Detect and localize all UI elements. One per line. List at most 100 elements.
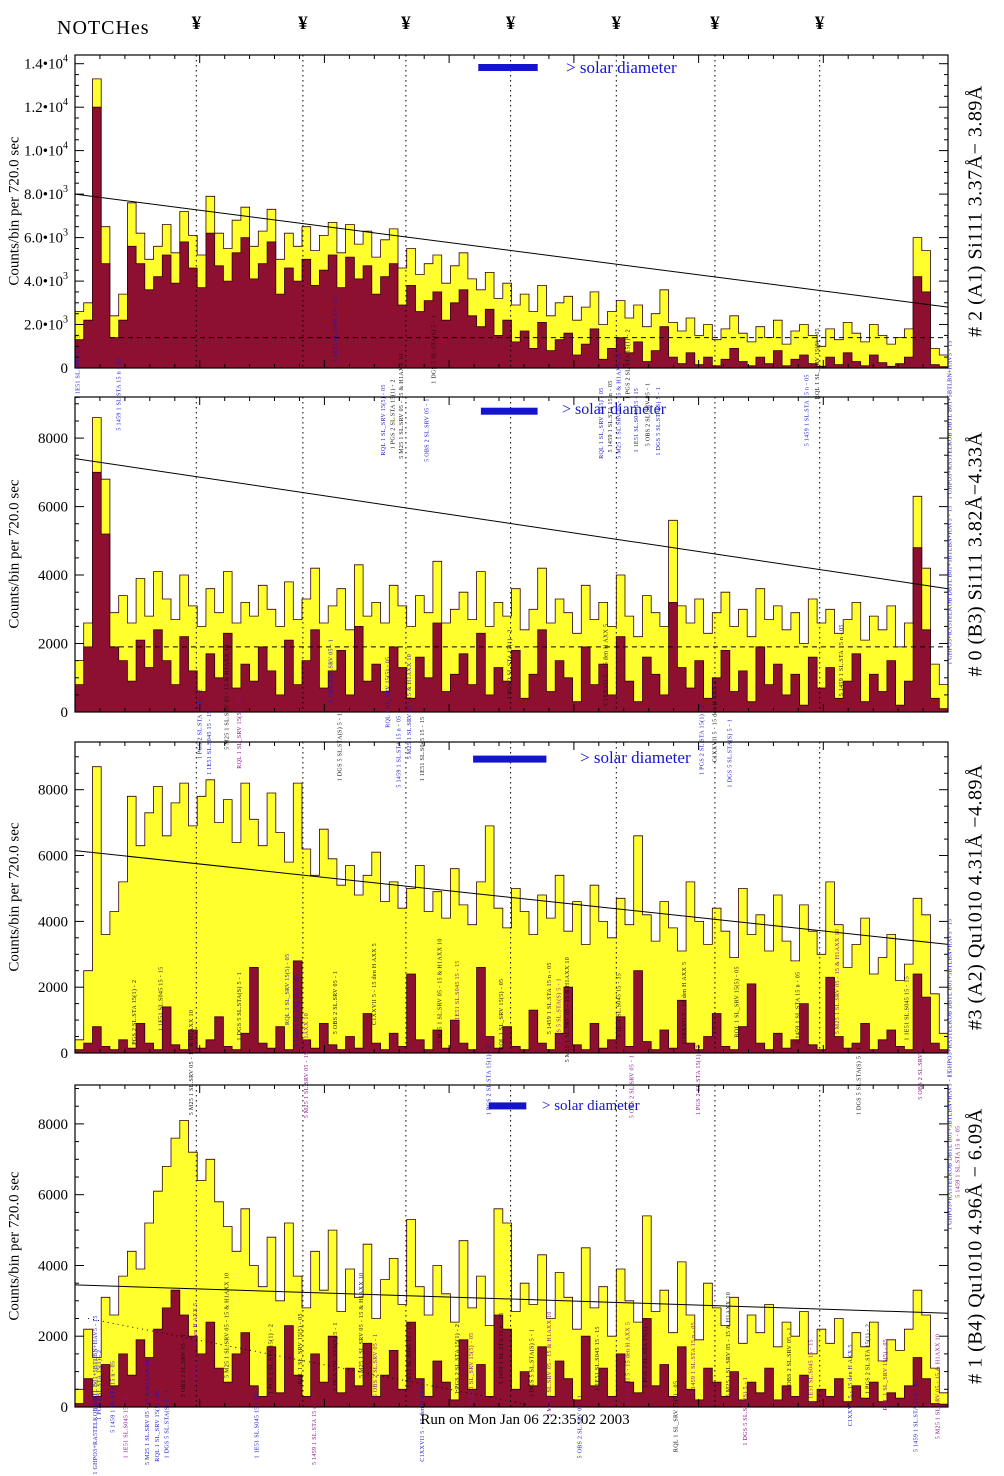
notch-symbol: ¥ [401,13,411,34]
line-annotation: 5 M25 1 SL.SRV 05 - 15 & H1AXX 10 [145,1360,151,1465]
line-annotation: 1 DGS 5 SL.STA(S) 5 - 1 [528,1329,535,1398]
legend-label-panel-1: > solar diameter [566,58,677,77]
panel-frame [74,54,949,369]
y-tick-label: 2000 [38,637,68,653]
line-annotation: 5 1459 1 SL.STA 15 n - 05 [295,975,301,1047]
y-tick-label: 1.2•104 [24,97,68,116]
trend-line [74,458,949,590]
y-tick-label: 0 [61,1400,69,1416]
histogram-total [74,766,949,1054]
line-annotation: 1 1E51 SL.S045 15 - 15 [407,1323,413,1388]
line-annotation: 5 M25 1 SL.SRV 05 - 15 & H1AXX 10 [438,938,444,1043]
y-tick-label: 2000 [38,1329,68,1345]
line-annotation: 5 1459 1 SL.STA 15 n - 05 [796,972,802,1044]
y-tick-label: 1.0•104 [24,141,68,160]
y-tick-label: 2.0•103 [24,315,68,334]
notch-symbol: ¥ [191,13,202,34]
line-annotation: 5 M25 1 SL.SRV 05 - 15 & H1AXX 10 [399,353,405,458]
y-tick-label: 8000 [38,1117,68,1133]
line-annotation: 5 M25 1 SL.SRV 05 - 15 & H1AXX 10 [565,957,571,1062]
line-annotation: C1XXVII 5 - 15 den H AXX 5 [604,624,610,706]
line-annotation: 5 OBS 2 SL.SRV 05 - 1 [425,398,431,462]
line-annotation: 1 PGS 2 SL.STA 15(1) - 2 [486,1045,493,1115]
line-annotation: 1 1E51 SL.S045 15 - 15 [617,973,623,1038]
y-tick-label: 4000 [38,914,68,930]
notch-symbol: ¥ [814,13,825,34]
line-annotation: 5 M25 1 SL.SRV 05 - 15 & H1AXX 10 [547,1311,553,1416]
line-annotation: 5 1459 1 SL.STA 15 n - 05 [547,962,553,1034]
line-annotation: 5 OBS 2 SL.SRV 05 - 1 [918,1036,924,1100]
line-annotation: C1XXVII 5 - 15 den H AXX 5 [193,1303,199,1385]
solar-diameter-bar [488,1102,527,1110]
line-annotation: 5 M25 1 SL.SRV 05 - 15 & H1AXX 10 [359,1273,365,1378]
panel-3: 0 2000 4000 6000 8000 1 PGS 2 SL.STA 15(1) - … [38,741,954,1119]
line-annotation: RQL 1 SL_SRV 15(5) - 05 [498,979,505,1050]
solar-diameter-bar [473,755,547,763]
line-annotation: 5 1459 1 SL.STA 15 n - 05 [110,1361,116,1433]
legend-label-panel-4: > solar diameter [542,1098,640,1114]
line-annotation: 5 1459 1 SL.STA 15 n - 05 [955,1126,961,1198]
line-annotation: 5 M25 1 SL.SRV 05 - 15 & H1AXX 10 [304,1013,310,1118]
notch-symbol: ¥ [298,13,308,34]
line-annotation: 1 1E51 SL.S045 15 - 15 [158,967,164,1032]
trend-line [74,1284,949,1314]
panel-2-right-label: # 0 (B3) Si111 3.82Å−4.33Å [964,431,987,677]
panel-1: 0 2.0•103 4.0•103 6.0•103 8.0•103 1.0•104 1.2•… [24,54,954,500]
line-annotation: 1 1E51 SL.S045 15 - 15 [420,717,426,782]
line-annotation: 5 M25 1 SL.SRV 05 - 15 & H1AXX 10 [225,644,231,749]
line-annotation: 1 PGS 2 SL.STA 15(1) - 2 [864,1324,871,1394]
line-annotation: C1XXVII 5 - 15 den H AXX 5 [682,962,688,1044]
line-annotation: RQL 1 SL_SRV 15(5) - 05 [236,697,243,768]
line-annotation: 5 1459 1 SL.STA 15 n - 05 [397,716,403,788]
panel-3-right-label: #3 (A2) Qu1010 4.31Å −4.89Å [964,764,987,1030]
line-annotation: 5 OBS 2 SL.SRV 05 - 1 [645,383,651,447]
line-annotation: 1 PGS 2 SL.STA 15(1) - 2 [454,1324,461,1394]
histogram-total [74,417,949,713]
y-tick-label: 2000 [38,980,68,996]
line-annotation: 5 M25 1 SL.SRV 05 - 15 & H1AXX 10 [407,654,413,759]
y-tick-label: 8000 [38,431,68,447]
panel-frame [74,396,949,713]
y-tick-label: 8000 [38,783,68,799]
line-annotation: RQL 1 SL_SRV 15(5) - 05 [598,388,605,459]
line-annotation: 1 GHPO3+RA5TELKOB DBTL B01+5BTLBN+HAV5 -… [948,919,954,1078]
line-annotation: RQL 1 SL_SRV 15(5) - 05 [384,657,391,728]
line-annotation: C1XXVII 5 - 15 den H AXX 5 [713,680,719,762]
line-annotation: 1 PGS 2 SL.STA 15(1) - 2 [131,980,138,1050]
line-annotation: 5 M25 1 SL.SRV 05 - 15 & H1AXX 10 [835,929,841,1034]
histogram-core [74,960,949,1054]
line-annotation: 1 PGS 2 SL.STA 15(1) - 2 [642,1317,649,1387]
line-annotation: 1 DGS 5 SL.STA(S) 5 - 1 [431,315,438,384]
line-annotation: 5 OBS 2 SL.SRV 05 - 1 [333,971,339,1035]
line-annotation: 5 1459 1 SL.STA 15 n - 05 [804,374,810,446]
trend-line [74,850,949,945]
y-tick-label: 6000 [38,500,68,516]
solar-diameter-bar [478,64,538,71]
line-annotation: 1 PGS 2 SL.STA 15(1) - 2 [624,329,631,399]
line-annotation: 1 DGS 5 SL.STA(S) 5 - 1 [727,719,734,788]
panel-1-right-label: # 2 (A1) Si111 3.37Å− 3.89Å [964,85,987,337]
line-annotation: 1 GHPO3+RA5TELKOB DBTL B01+5BTLBN+HAV5 -… [948,1071,954,1230]
line-annotation: RQL 1 SL_SRV 15(5) - 05 [882,1339,889,1410]
line-annotation: 5 1459 1 SL.STA 15 n - 05 [839,624,845,696]
panel-frame [74,1084,949,1408]
line-annotation: 5 M25 1 SL.SRV 05 - 15 & H1AXX 10 [935,1334,941,1439]
histogram-core [74,106,949,369]
y-tick-label: 0 [61,1046,69,1062]
line-annotation: 5 1459 1 SL.STA 15 n - 05 [608,380,614,452]
notch-symbols-row: ¥ ¥ ¥ ¥ ¥ ¥ ¥ [0,13,1004,43]
notch-symbol: ¥ [710,13,720,34]
line-annotation: 5 OBS 2 SL.SRV 05 - 1 [373,1334,379,1398]
notches-title: NOTCHes [57,17,150,39]
line-annotation: 5 OBS 2 SL.SRV 05 - 1 [630,1055,636,1119]
line-annotation: 1 GHPO3+RA5TELKOB DBTL B01+5BTLBN+HAV5 -… [948,340,954,499]
line-annotation: 1 DGS 5 SL.STA(S) 5 - 1 [332,1322,339,1391]
line-annotation: C1XXVII 5 - 15 den H AXX 5 [420,1380,426,1462]
line-annotation: 1 DGS 5 SL.STA(S) 5 - 1 [555,978,562,1047]
line-annotation: 1 PGS 2 SL.STA 15(1) - 2 [699,705,706,775]
line-annotation: 1 1E51 SL.S045 15 - 15 [207,710,213,775]
line-annotation: C1XXVII 5 - 15 den H AXX 5 [848,1344,854,1426]
line-annotation: RQL 1 SL_SRV 15(5) - 05 [380,384,387,455]
